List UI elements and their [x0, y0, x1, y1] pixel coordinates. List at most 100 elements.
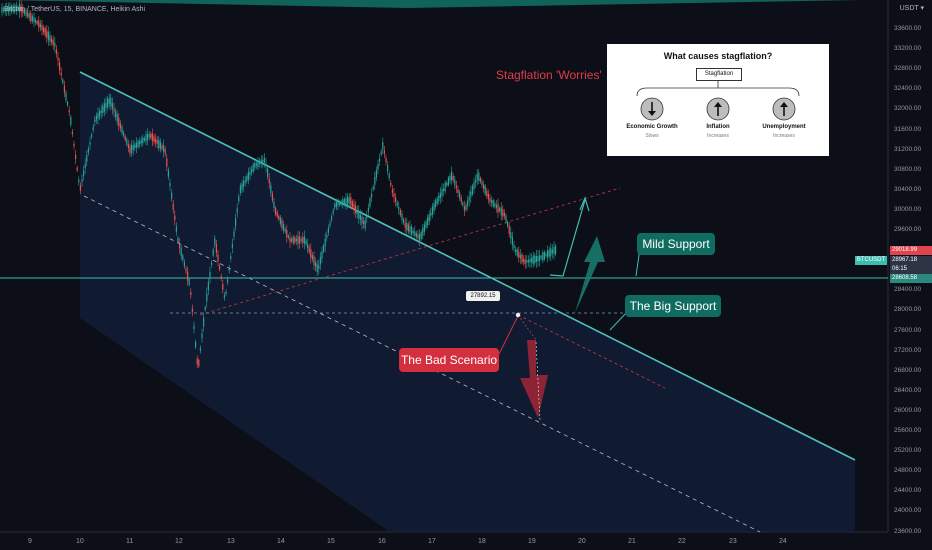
inflation-sub: Increases: [707, 133, 729, 139]
mild-support-label[interactable]: Mild Support: [637, 233, 715, 255]
candle-body: [135, 142, 137, 148]
candle-body: [105, 102, 107, 108]
currency-label[interactable]: USDT ▾: [899, 5, 924, 12]
candle-body: [287, 235, 289, 238]
candle-body: [323, 245, 325, 252]
candle-body: [19, 3, 21, 13]
candle-body: [281, 219, 283, 229]
candle-body: [131, 144, 133, 153]
candle-body: [283, 223, 285, 231]
candle-body: [20, 6, 22, 12]
up-arrow-icon: [714, 102, 722, 116]
candle-body: [247, 172, 249, 180]
candle-body: [531, 257, 533, 263]
candle-body: [137, 141, 139, 147]
candle-body: [377, 164, 379, 170]
unemployment-label: Unemployment: [762, 124, 806, 130]
big-support-label[interactable]: The Big Support: [625, 295, 721, 317]
candle-body: [260, 159, 262, 165]
candle-body: [54, 42, 56, 47]
candle-body: [204, 307, 206, 311]
candle-body: [196, 358, 198, 365]
candle-body: [203, 317, 205, 327]
time-tick: 21: [628, 538, 636, 545]
price-tick: 25600.00: [894, 427, 922, 434]
candle-body: [451, 171, 453, 181]
price-tick: 33600.00: [894, 25, 922, 32]
candle-body: [363, 221, 365, 225]
candle-body: [353, 203, 355, 210]
candle-body: [407, 224, 409, 232]
candle-body: [11, 5, 13, 13]
candle-body: [444, 182, 446, 192]
candle-body: [206, 293, 208, 302]
candle-body: [87, 148, 89, 153]
candle-body: [430, 212, 432, 216]
candle-body: [222, 283, 224, 290]
candle-body: [28, 13, 30, 19]
candle-body: [76, 167, 78, 171]
candle-body: [452, 176, 454, 181]
price-tick: 25200.00: [894, 447, 922, 455]
candle-body: [479, 178, 481, 182]
candle-body: [263, 157, 265, 163]
candle-body: [327, 227, 329, 233]
candle-body: [139, 141, 141, 145]
candle-body: [17, 6, 19, 10]
price-tick: 31600.00: [894, 125, 922, 133]
candle-body: [409, 226, 411, 233]
candle-body: [422, 227, 424, 236]
candle-body: [279, 217, 281, 224]
candle-body: [68, 110, 70, 113]
candle-body: [388, 173, 390, 179]
candle-body: [86, 154, 88, 162]
candle-body: [1, 7, 3, 13]
candle-body: [179, 243, 181, 249]
candle-body: [412, 231, 414, 234]
candle-body: [310, 249, 312, 258]
candle-body: [371, 193, 373, 198]
candle-body: [73, 143, 75, 147]
candle-body: [270, 184, 272, 194]
time-tick: 24: [779, 538, 787, 545]
price-tick: 31200.00: [894, 145, 922, 153]
candle-body: [521, 254, 523, 263]
high-price-tag: 29018.99: [890, 246, 932, 255]
candle-body: [225, 291, 227, 294]
price-tick: 32000.00: [894, 105, 922, 113]
growth-label: Economic Growth: [626, 124, 678, 130]
candle-body: [537, 256, 539, 262]
candle-body: [262, 160, 264, 163]
candle-body: [142, 137, 144, 144]
candle-body: [36, 21, 38, 24]
bad-scenario-pointer: [495, 315, 519, 361]
candle-body: [103, 103, 105, 112]
candle-body: [492, 200, 494, 207]
candle-body: [555, 245, 557, 255]
price-tick: 24800.00: [894, 467, 922, 475]
candle-body: [231, 243, 233, 248]
candle-body: [431, 206, 433, 215]
candle-body: [359, 214, 361, 220]
bad-scenario-label[interactable]: The Bad Scenario: [399, 348, 499, 372]
candle-body: [303, 236, 305, 244]
candle-body: [515, 249, 517, 252]
candle-body: [177, 237, 179, 243]
candle-body: [236, 208, 238, 213]
candle-body: [25, 10, 27, 16]
candle-body: [361, 216, 363, 224]
candle-body: [403, 219, 405, 223]
candle-body: [191, 308, 193, 313]
candle-body: [350, 197, 352, 206]
candle-body: [494, 203, 496, 207]
marker-dot: [515, 312, 521, 318]
candle-body: [110, 97, 112, 107]
candle-body: [227, 279, 229, 283]
candle-body: [155, 138, 157, 143]
candle-body: [121, 126, 123, 134]
price-tick: 28000.00: [894, 306, 922, 314]
candle-body: [297, 236, 299, 244]
candle-body: [275, 207, 277, 215]
candle-body: [33, 17, 35, 23]
